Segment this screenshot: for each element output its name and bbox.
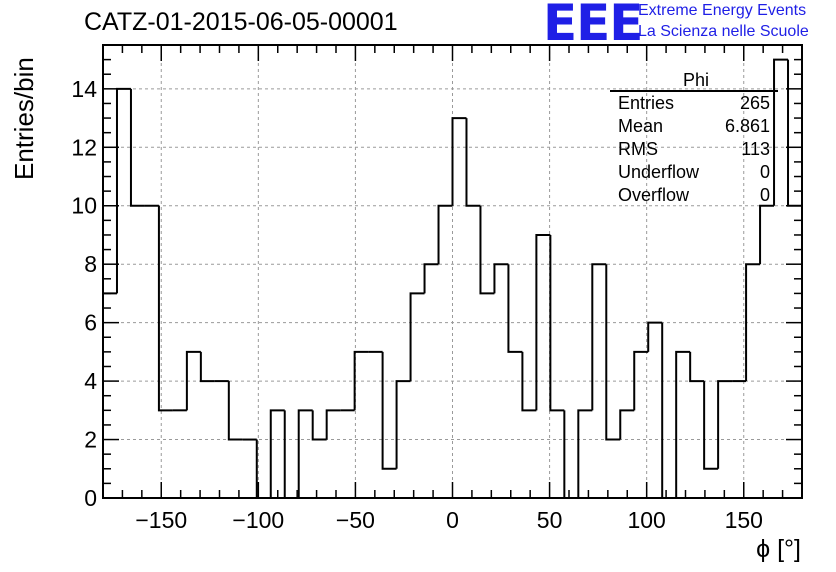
- histogram-bin: [521, 351, 537, 412]
- histogram-bin: [185, 350, 201, 411]
- histogram-bin: [129, 88, 145, 207]
- axes: [102, 44, 803, 499]
- histogram-bin: [395, 380, 411, 469]
- stats-label: Mean: [618, 116, 664, 136]
- histogram-bin: [437, 204, 453, 265]
- stats-value: 0: [759, 162, 770, 182]
- x-tick-label: 0: [446, 507, 459, 533]
- histogram-bin: [115, 87, 131, 294]
- histogram-bin: [227, 381, 243, 441]
- histogram-bin: [353, 350, 369, 411]
- stats-value: 265: [739, 93, 770, 113]
- histogram-bin: [759, 204, 775, 265]
- logo-line-1: Extreme Energy Events: [638, 2, 807, 19]
- histogram-bin: [269, 409, 285, 498]
- histogram-bin: [549, 234, 565, 412]
- x-tick-label: 100: [627, 507, 665, 533]
- tick-labels: −150 −100 −50 0 50 100 150 0 2 4 6 8 10 12 14: [71, 76, 763, 533]
- x-tick-label: −150: [135, 507, 187, 533]
- histogram-bin: [465, 118, 481, 207]
- histogram-bin: [535, 233, 551, 411]
- stats-row-underflow: Underflow 0: [610, 161, 778, 184]
- x-tick-label: −100: [232, 507, 284, 533]
- histogram-bin: [773, 58, 789, 206]
- y-tick-label: 8: [84, 251, 97, 277]
- y-tick-label: 10: [71, 193, 97, 219]
- histogram-bin: [675, 350, 691, 498]
- histogram-bin: [423, 263, 439, 294]
- y-tick-label: 6: [84, 310, 97, 336]
- stats-label: Overflow: [618, 185, 690, 205]
- stats-label: RMS: [618, 139, 658, 159]
- histogram-bin: [381, 351, 397, 470]
- histogram-bin: [647, 321, 663, 352]
- x-tick-label: −50: [336, 507, 375, 533]
- histogram-bin: [591, 263, 607, 411]
- y-tick-label: 4: [84, 368, 97, 394]
- histogram-bin: [157, 205, 173, 412]
- stats-row-overflow: Overflow 0: [610, 184, 778, 207]
- histogram-bin: [507, 264, 523, 353]
- histogram-bin: [297, 409, 313, 498]
- histogram-bin: [605, 264, 621, 441]
- histogram-bin: [493, 263, 509, 294]
- stats-label: Underflow: [618, 162, 700, 182]
- histogram-bin: [563, 410, 579, 499]
- histogram-bin: [451, 117, 467, 206]
- statistics-box: Phi Entries 265 Mean 6.861 RMS 113 Under…: [610, 70, 778, 207]
- logo-mark: EEE: [543, 0, 643, 52]
- histogram-bin: [661, 322, 677, 499]
- histogram-bin: [283, 410, 299, 499]
- eee-logo: EEE Extreme Energy Events La Scienza nel…: [543, 0, 836, 52]
- histogram-bin: [717, 380, 733, 469]
- stats-row-rms: RMS 113: [610, 138, 778, 161]
- histogram-bin: [745, 263, 761, 382]
- histogram-bin: [633, 350, 649, 411]
- histogram-bin: [325, 409, 341, 440]
- stats-value: 6.861: [724, 116, 770, 136]
- y-tick-label: 14: [71, 76, 97, 102]
- x-tick-label: 50: [537, 507, 563, 533]
- histogram-bin: [199, 351, 215, 383]
- histogram-bin: [619, 409, 635, 440]
- histogram-title: CATZ-01-2015-06-05-00001: [84, 8, 398, 36]
- stats-label: Entries: [618, 93, 675, 113]
- stats-row-mean: Mean 6.861: [610, 115, 778, 138]
- x-tick-label: 150: [725, 507, 763, 533]
- histogram-bin: [689, 351, 705, 383]
- stats-title: Phi: [610, 70, 778, 92]
- histogram-bin: [479, 205, 495, 295]
- stats-value: 0: [759, 185, 770, 205]
- y-tick-label: 2: [84, 427, 97, 453]
- histogram-bin: [703, 381, 719, 470]
- y-tick-label: 12: [71, 134, 97, 160]
- histogram-bin: [577, 409, 593, 498]
- x-axis-label: ϕ [°]: [756, 535, 801, 563]
- stats-row-entries: Entries 265: [610, 92, 778, 115]
- stats-value: 113: [741, 139, 770, 159]
- histogram-bin: [311, 410, 327, 441]
- logo-line-2: La Scienza nelle Scuole: [638, 23, 809, 40]
- y-tick-label: 0: [84, 485, 97, 511]
- histogram-bin: [409, 292, 425, 382]
